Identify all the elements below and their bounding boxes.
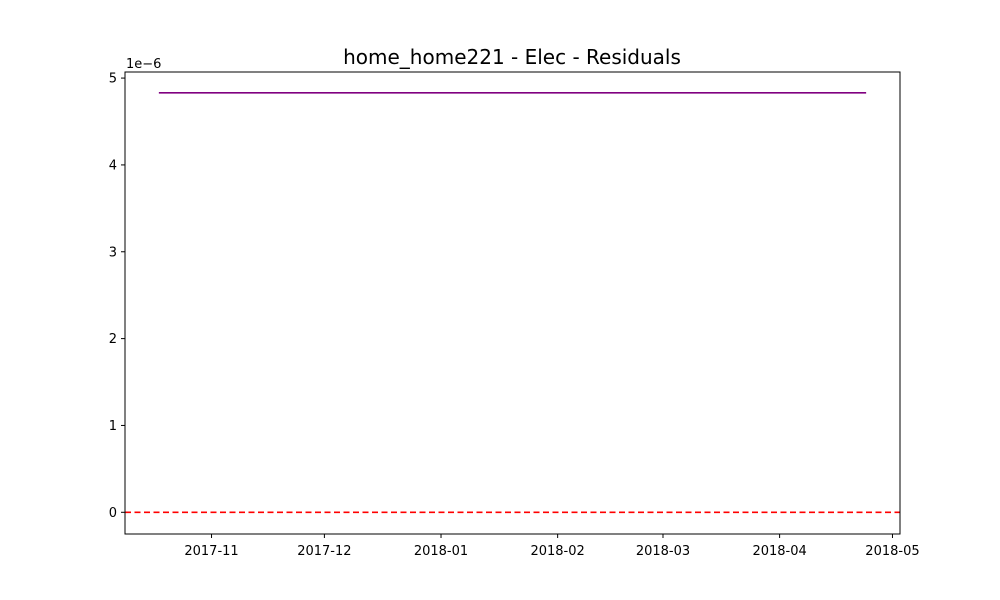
- y-tick-label: 0: [109, 506, 117, 521]
- y-tick-label: 1: [109, 419, 117, 434]
- x-tick-label: 2018-03: [636, 544, 690, 559]
- x-tick-label: 2017-11: [184, 544, 238, 559]
- y-tick-label: 5: [109, 72, 117, 87]
- x-tick-label: 2018-02: [530, 544, 584, 559]
- y-tick-label: 3: [109, 245, 117, 260]
- x-tick-label: 2018-05: [865, 544, 919, 559]
- y-axis: 0 1 2 3 4 5: [109, 72, 125, 521]
- chart-title: home_home221 - Elec - Residuals: [343, 45, 681, 69]
- y-tick-label: 2: [109, 332, 117, 347]
- y-tick-label: 4: [109, 158, 117, 173]
- y-axis-offset-label: 1e−6: [126, 57, 161, 72]
- x-tick-label: 2018-04: [752, 544, 806, 559]
- x-tick-label: 2017-12: [297, 544, 351, 559]
- plot-area: [125, 92, 900, 514]
- x-axis: 2017-11 2017-12 2018-01 2018-02 2018-03 2018-…: [184, 534, 920, 559]
- x-tick-label: 2018-01: [414, 544, 468, 559]
- plot-frame: [124, 71, 901, 535]
